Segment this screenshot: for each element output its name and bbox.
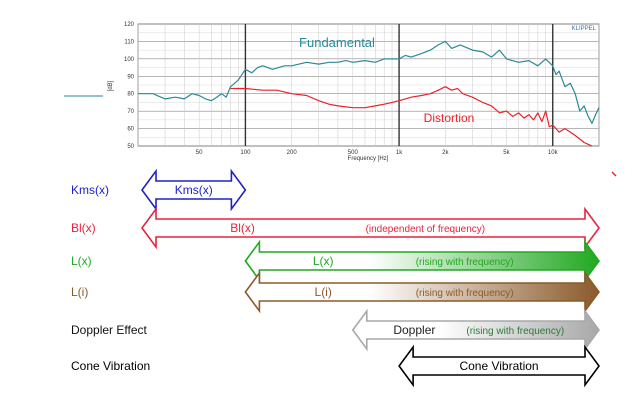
effect-note: (rising with frequency) (416, 288, 514, 299)
series-line-distortion (230, 86, 593, 147)
effect-range-arrows: Kms(x) Kms(x) Bl(x) Bl(x) (independent of fr… (71, 168, 600, 388)
effect-row-label: Cone Vibration (71, 359, 150, 373)
y-tick-label: 90 (127, 74, 134, 80)
effect-note: (rising with frequency) (466, 326, 564, 337)
effect-arrow-label: Cone Vibration (459, 359, 538, 373)
effect-note: (rising with frequency) (416, 257, 514, 268)
effect-note: (independent of frequency) (366, 224, 486, 235)
effect-row-label: L(i) (71, 285, 88, 299)
effect-row-label: Kms(x) (71, 183, 109, 197)
series-label-fundamental: Fundamental (299, 35, 375, 50)
x-tick-label: 5k (503, 150, 510, 156)
x-tick-label: 1k (396, 150, 403, 156)
x-tick-label: 2k (442, 150, 449, 156)
y-tick-label: 120 (124, 22, 135, 28)
effect-arrow-5 (398, 344, 600, 388)
red-tick-mark (611, 171, 617, 177)
effect-arrow-label: L(i) (315, 285, 332, 299)
effect-arrow-label: L(x) (313, 254, 334, 268)
series-lines (138, 40, 600, 147)
series-line-fundamental (138, 40, 600, 124)
x-tick-label: 100 (240, 150, 251, 156)
x-tick-label: 50 (196, 150, 203, 156)
y-tick-label: 60 (127, 127, 134, 133)
effect-arrow-label: Bl(x) (230, 221, 255, 235)
effect-arrow-4 (351, 308, 600, 352)
x-tick-label: 500 (348, 150, 359, 156)
effect-arrow-label: Kms(x) (175, 183, 213, 197)
series-label-distortion: Distortion (424, 111, 475, 125)
y-tick-label: 110 (124, 39, 134, 45)
effect-row-label: L(x) (71, 254, 92, 268)
brand-label: KLIPPEL (572, 26, 597, 32)
grid-lines (137, 23, 600, 147)
y-tick-label: 70 (127, 109, 134, 115)
y-tick-label: 100 (124, 57, 135, 63)
y-axis-label: [dB] (108, 80, 114, 91)
effect-row-label: Doppler Effect (71, 323, 147, 337)
x-tick-label: 200 (287, 150, 298, 156)
y-tick-label: 50 (127, 144, 134, 150)
x-tick-label: 10k (548, 150, 559, 156)
effect-arrow-label: Doppler (393, 323, 435, 337)
x-axis-label: Frequency [Hz] (348, 156, 389, 162)
effect-row-label: Bl(x) (71, 221, 96, 235)
effect-arrow-0 (141, 168, 247, 212)
y-tick-label: 80 (127, 92, 134, 98)
effect-arrow-1 (141, 206, 600, 250)
effect-arrow-3 (244, 270, 600, 314)
axis-tick-labels: 50 60 70 80 90 100 110 120 50 100 200 500 1k 2k 5k 10k (124, 22, 559, 156)
